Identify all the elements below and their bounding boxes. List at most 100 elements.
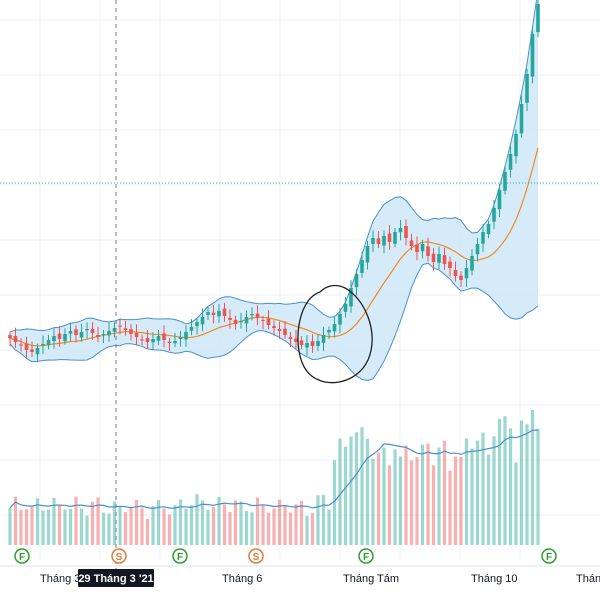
candle[interactable] xyxy=(200,308,205,332)
candlesticks[interactable] xyxy=(8,0,540,362)
candle[interactable] xyxy=(277,321,282,339)
candle[interactable] xyxy=(145,330,150,350)
candle[interactable] xyxy=(481,223,485,252)
candle[interactable] xyxy=(151,332,155,351)
candle[interactable] xyxy=(140,334,144,345)
candle[interactable] xyxy=(222,302,227,322)
candle[interactable] xyxy=(211,305,216,324)
candle[interactable] xyxy=(8,331,12,347)
candle[interactable] xyxy=(459,271,463,287)
candle[interactable] xyxy=(96,326,100,343)
candle[interactable] xyxy=(19,338,23,352)
candle[interactable] xyxy=(492,199,496,230)
candle[interactable] xyxy=(475,237,480,262)
candle[interactable] xyxy=(272,320,276,336)
candle[interactable] xyxy=(321,326,326,352)
candle[interactable] xyxy=(371,230,375,253)
event-marker[interactable]: F xyxy=(14,548,30,564)
candle[interactable] xyxy=(382,230,386,254)
event-marker[interactable]: F xyxy=(172,548,188,564)
candle[interactable] xyxy=(107,322,111,342)
candle[interactable] xyxy=(409,233,414,251)
candle[interactable] xyxy=(101,330,106,343)
candle[interactable] xyxy=(354,269,359,296)
candle[interactable] xyxy=(228,309,232,329)
candle[interactable] xyxy=(530,26,535,84)
candle[interactable] xyxy=(13,327,18,348)
candle[interactable] xyxy=(41,335,45,354)
candle[interactable] xyxy=(519,95,524,138)
candle[interactable] xyxy=(46,334,51,350)
candle[interactable] xyxy=(283,321,287,339)
candle[interactable] xyxy=(90,322,95,340)
candle[interactable] xyxy=(250,307,254,321)
candle[interactable] xyxy=(525,68,529,111)
candle[interactable] xyxy=(63,328,67,345)
candle[interactable] xyxy=(360,251,364,278)
candle[interactable] xyxy=(453,261,458,282)
candle[interactable] xyxy=(288,332,293,347)
candle[interactable] xyxy=(233,315,238,330)
candle[interactable] xyxy=(393,228,397,248)
candle[interactable] xyxy=(486,220,491,239)
candle[interactable] xyxy=(178,330,183,347)
candle[interactable] xyxy=(365,240,370,270)
candle[interactable] xyxy=(536,0,540,38)
candle[interactable] xyxy=(195,317,199,335)
candle[interactable] xyxy=(426,237,430,262)
candle[interactable] xyxy=(420,239,425,259)
candle[interactable] xyxy=(167,338,172,351)
candle[interactable] xyxy=(261,316,265,330)
candle[interactable] xyxy=(387,225,392,250)
candle[interactable] xyxy=(266,310,271,330)
candle[interactable] xyxy=(123,320,128,336)
candle[interactable] xyxy=(437,246,441,270)
candle[interactable] xyxy=(24,336,29,359)
candle[interactable] xyxy=(217,303,221,323)
candle[interactable] xyxy=(514,129,518,164)
candle[interactable] xyxy=(52,328,56,349)
candle[interactable] xyxy=(112,322,117,338)
candle[interactable] xyxy=(85,322,89,339)
candle[interactable] xyxy=(310,334,315,353)
candle[interactable] xyxy=(35,343,40,362)
candle[interactable] xyxy=(184,325,188,347)
candle[interactable] xyxy=(376,231,381,249)
candle[interactable] xyxy=(294,330,298,350)
candle[interactable] xyxy=(442,247,447,270)
candle[interactable] xyxy=(162,325,166,348)
candle[interactable] xyxy=(503,165,507,195)
candle[interactable] xyxy=(118,318,122,335)
candle[interactable] xyxy=(134,324,139,346)
candle[interactable] xyxy=(206,306,210,320)
candle[interactable] xyxy=(470,249,474,276)
candle[interactable] xyxy=(57,326,62,347)
candle[interactable] xyxy=(398,219,403,241)
candle[interactable] xyxy=(68,322,73,342)
candle[interactable] xyxy=(464,260,469,287)
candle[interactable] xyxy=(448,256,452,277)
candle[interactable] xyxy=(129,324,133,341)
candle[interactable] xyxy=(343,297,348,318)
candle[interactable] xyxy=(332,315,337,338)
candle[interactable] xyxy=(299,336,304,350)
event-marker[interactable]: F xyxy=(541,548,557,564)
candle[interactable] xyxy=(497,183,502,218)
candle[interactable] xyxy=(327,326,331,339)
candle[interactable] xyxy=(74,325,78,343)
candle[interactable] xyxy=(404,219,408,246)
event-marker[interactable]: S xyxy=(248,548,264,564)
candle[interactable] xyxy=(415,236,419,261)
candle[interactable] xyxy=(244,310,249,332)
candle[interactable] xyxy=(255,305,260,326)
candle[interactable] xyxy=(156,329,161,345)
event-marker[interactable]: S xyxy=(111,548,127,564)
candle[interactable] xyxy=(173,332,177,347)
candle[interactable] xyxy=(305,335,309,356)
candle[interactable] xyxy=(79,323,84,342)
candle[interactable] xyxy=(349,280,353,313)
candle[interactable] xyxy=(508,146,513,178)
